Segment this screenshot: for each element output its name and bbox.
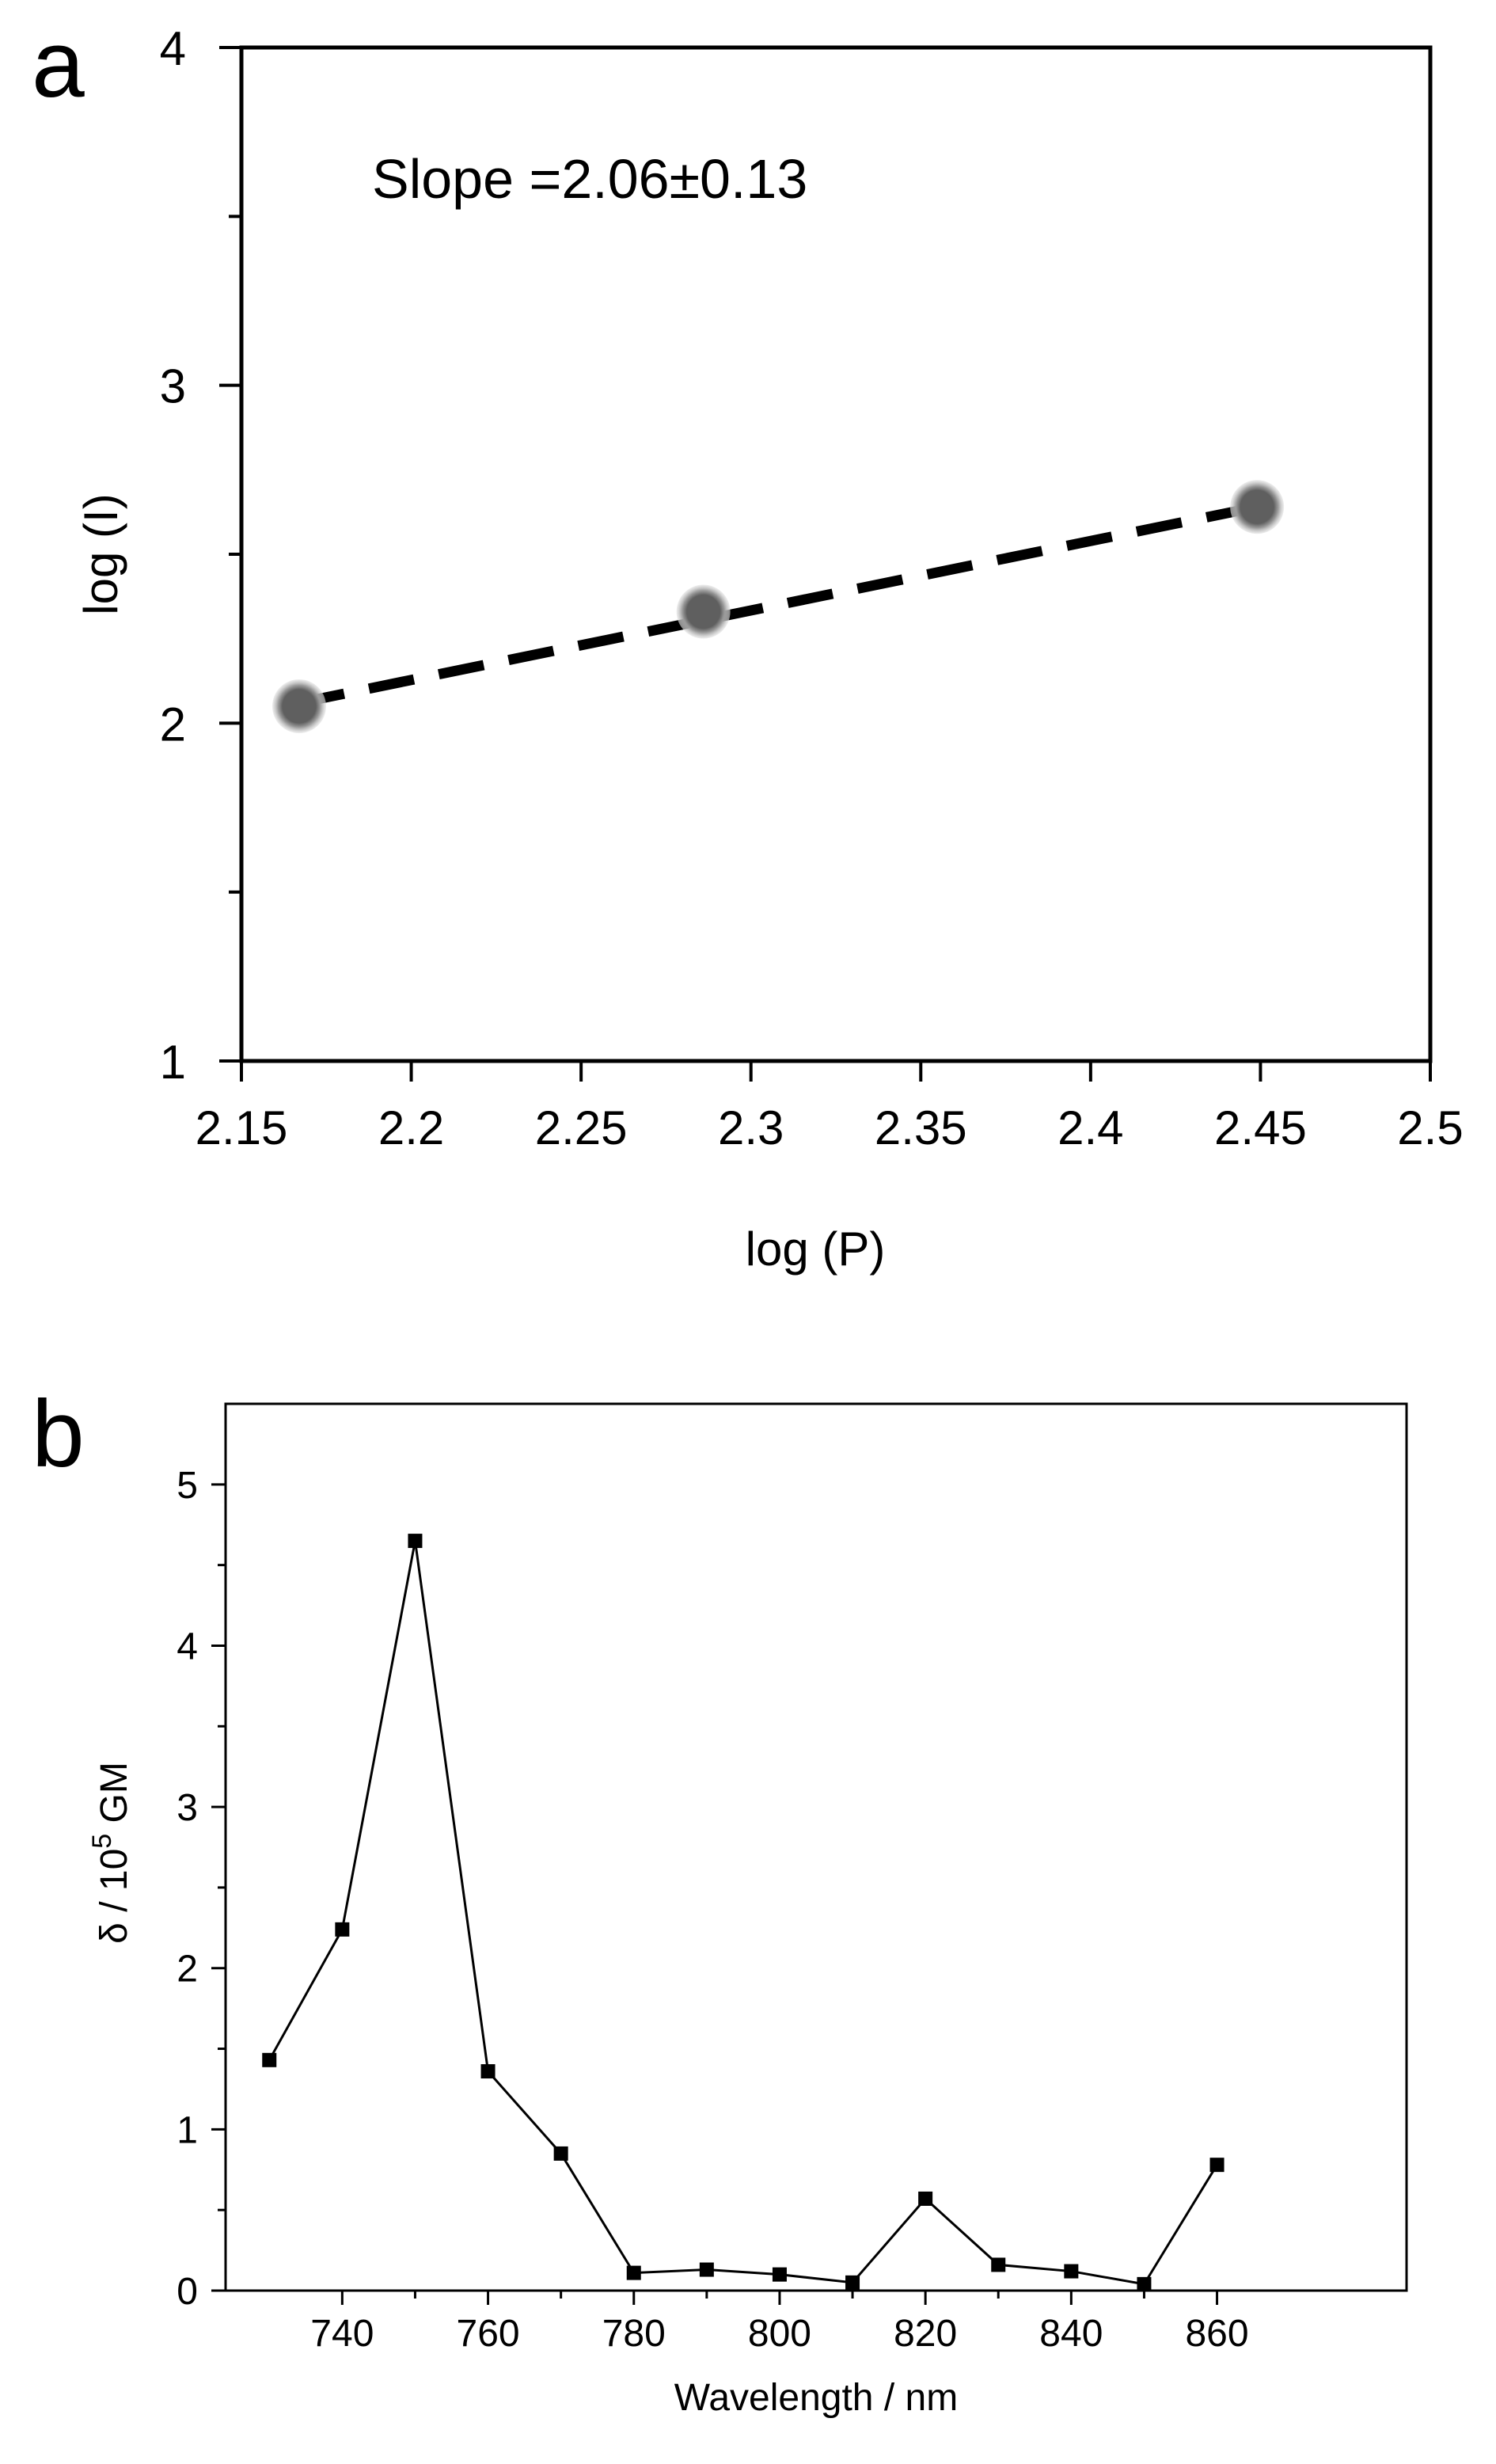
chart-b-ylabel: δ / 105 GM bbox=[87, 1762, 135, 1944]
chart-a-xlabel: log (P) bbox=[746, 1222, 886, 1276]
chart-b-ytick-label: 4 bbox=[177, 1626, 198, 1667]
chart-b-ylabel-tail: GM bbox=[93, 1762, 135, 1834]
chart-a-xtick-label: 2.4 bbox=[1057, 1101, 1123, 1154]
chart-b-data-point bbox=[408, 1534, 423, 1549]
chart-a-ytick-label: 3 bbox=[160, 360, 186, 413]
chart-b-ylabel-main: δ / 10 bbox=[93, 1849, 135, 1944]
chart-b-ticks bbox=[211, 1483, 1219, 2305]
chart-b-xtick-label: 800 bbox=[748, 2313, 811, 2355]
chart-b-data-point bbox=[262, 2052, 277, 2067]
chart-a-xtick-label: 2.45 bbox=[1214, 1101, 1307, 1154]
chart-b-series-line bbox=[268, 1540, 1218, 2286]
chart-a-xtick-label: 2.35 bbox=[875, 1101, 967, 1154]
chart-a-xtick-label: 2.2 bbox=[378, 1101, 444, 1154]
chart-a-ytick-label: 4 bbox=[160, 22, 186, 75]
chart-b-xtick-label: 760 bbox=[457, 2313, 520, 2355]
chart-b-data-point bbox=[1137, 2276, 1152, 2291]
chart-a-xtick-label: 2.15 bbox=[196, 1101, 288, 1154]
chart-a-data-point bbox=[676, 584, 731, 639]
chart-b-data-point bbox=[845, 2275, 860, 2290]
chart-b-data-point bbox=[1209, 2158, 1225, 2173]
chart-a-xtick-label: 2.3 bbox=[718, 1101, 784, 1154]
chart-b-ytick-label: 5 bbox=[177, 1465, 198, 1507]
chart-a-tick-labels: 2.15 2.2 2.25 2.3 2.35 2.4 2.45 2.5 1 2 3 4 bbox=[160, 22, 1464, 1154]
chart-b-ylabel-sup: 5 bbox=[87, 1834, 117, 1849]
chart-b-data-point bbox=[1064, 2264, 1079, 2279]
chart-a-ytick-label: 1 bbox=[160, 1036, 186, 1089]
chart-a: 2.15 2.2 2.25 2.3 2.35 2.4 2.45 2.5 1 2 3 4 log (P)… bbox=[74, 22, 1464, 1276]
chart-b-data-point bbox=[772, 2267, 787, 2282]
chart-b-data-point bbox=[553, 2146, 568, 2161]
chart-a-data-point bbox=[1230, 480, 1285, 534]
chart-b-xtick-label: 820 bbox=[894, 2313, 957, 2355]
chart-a-annotation: Slope =2.06±0.13 bbox=[372, 148, 807, 210]
chart-b-ytick-label: 3 bbox=[177, 1787, 198, 1829]
chart-b-plot-frame bbox=[224, 1402, 1408, 2292]
panel-label-b: b bbox=[32, 1381, 85, 1487]
chart-b-markers bbox=[262, 1534, 1225, 2291]
chart-b-xlabel: Wavelength / nm bbox=[674, 2377, 958, 2419]
chart-b-data-point bbox=[626, 2265, 641, 2280]
chart-a-ticks bbox=[219, 46, 1432, 1082]
chart-b-ytick-label: 1 bbox=[177, 2109, 198, 2151]
chart-b-data-point bbox=[699, 2262, 714, 2277]
chart-a-ylabel: log (I) bbox=[74, 493, 127, 614]
chart-a-xtick-label: 2.25 bbox=[535, 1101, 628, 1154]
chart-a-xtick-label: 2.5 bbox=[1397, 1101, 1463, 1154]
chart-a-fit-line bbox=[298, 501, 1259, 709]
chart-b-xtick-label: 740 bbox=[310, 2313, 374, 2355]
chart-b-data-point bbox=[335, 1922, 350, 1937]
chart-b-ytick-label: 2 bbox=[177, 1949, 198, 1991]
chart-b: 740 760 780 800 820 840 860 0 1 2 3 4 5 Wavelength /… bbox=[87, 1402, 1408, 2419]
chart-b-xtick-label: 780 bbox=[602, 2313, 666, 2355]
chart-b-data-point bbox=[480, 2064, 496, 2079]
chart-a-points bbox=[271, 480, 1285, 733]
chart-b-data-point bbox=[918, 2191, 933, 2206]
panel-label-a: a bbox=[32, 11, 85, 117]
chart-b-xtick-label: 840 bbox=[1039, 2313, 1103, 2355]
chart-b-data-point bbox=[991, 2257, 1006, 2272]
chart-b-ytick-label: 0 bbox=[177, 2271, 198, 2313]
chart-b-tick-labels: 740 760 780 800 820 840 860 0 1 2 3 4 5 bbox=[177, 1465, 1248, 2355]
chart-a-data-point bbox=[271, 679, 326, 733]
chart-a-ytick-label: 2 bbox=[160, 698, 186, 751]
chart-b-xtick-label: 860 bbox=[1185, 2313, 1248, 2355]
